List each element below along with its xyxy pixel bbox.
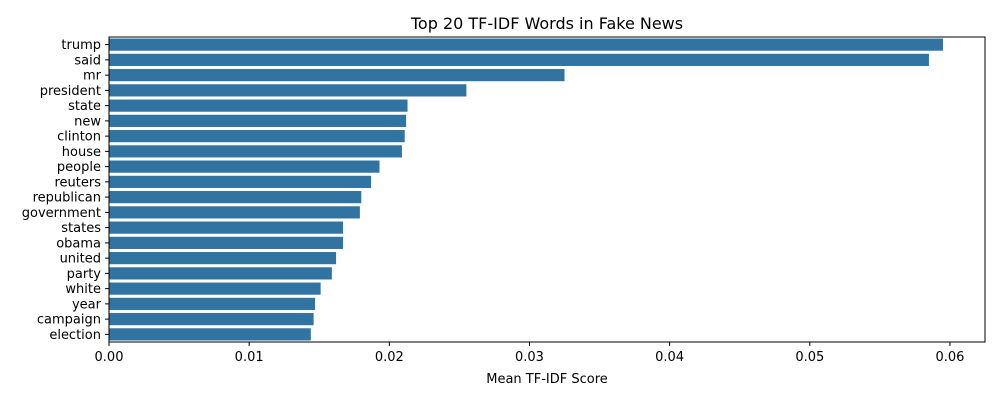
chart-title: Top 20 TF-IDF Words in Fake News [410,14,683,33]
y-tick-label: new [74,114,101,129]
bar-people [109,160,380,173]
y-tick-label: state [68,99,101,114]
y-tick-label: obama [56,236,101,251]
bar-election [109,328,311,341]
bar-new [109,114,407,127]
y-tick-label: election [49,328,101,343]
x-tick-label: 0.06 [935,350,964,365]
bar-trump [109,38,943,51]
plot-frame [108,36,986,343]
bar-president [109,84,467,97]
bar-clinton [109,130,405,143]
bar-republican [109,191,362,204]
bar-reuters [109,175,372,188]
y-tick-label: said [74,53,101,68]
x-tick-label: 0.03 [515,350,544,365]
y-tick-label: mr [83,69,102,84]
y-tick-label: people [57,160,101,175]
y-tick-label: party [67,267,102,282]
x-tick-label: 0.02 [375,350,404,365]
bar-state [109,99,408,112]
bar-states [109,221,344,234]
bar-campaign [109,313,314,326]
bar-obama [109,236,344,249]
y-tick-label: trump [61,38,101,53]
bar-mr [109,69,565,82]
bar-said [109,53,929,66]
x-tick-label: 0.01 [235,350,264,365]
bar-united [109,252,337,265]
y-tick-label: republican [33,191,101,206]
x-ticks: 0.00 0.01 0.02 0.03 0.04 0.05 0.06 [95,342,964,365]
y-tick-label: clinton [57,130,101,145]
x-axis-label: Mean TF-IDF Score [486,372,608,387]
y-tick-label: campaign [37,313,101,328]
y-tick-label: united [60,252,101,267]
x-tick-label: 0.00 [95,350,124,365]
y-tick-label: states [61,221,101,236]
y-tick-label: government [22,206,101,221]
y-tick-label: reuters [54,175,101,190]
y-tick-label: year [72,297,102,312]
bar-white [109,282,321,295]
bars-group [109,38,943,341]
y-tick-labels: trumpsaidmrpresidentstatenewclintonhouse… [22,38,109,343]
x-tick-label: 0.04 [655,350,684,365]
bar-government [109,206,360,219]
y-tick-label: president [40,84,101,99]
bar-party [109,267,332,280]
bar-house [109,145,402,158]
y-tick-label: house [62,145,101,160]
x-tick-label: 0.05 [795,350,824,365]
bar-year [109,297,316,310]
y-tick-label: white [65,282,101,297]
